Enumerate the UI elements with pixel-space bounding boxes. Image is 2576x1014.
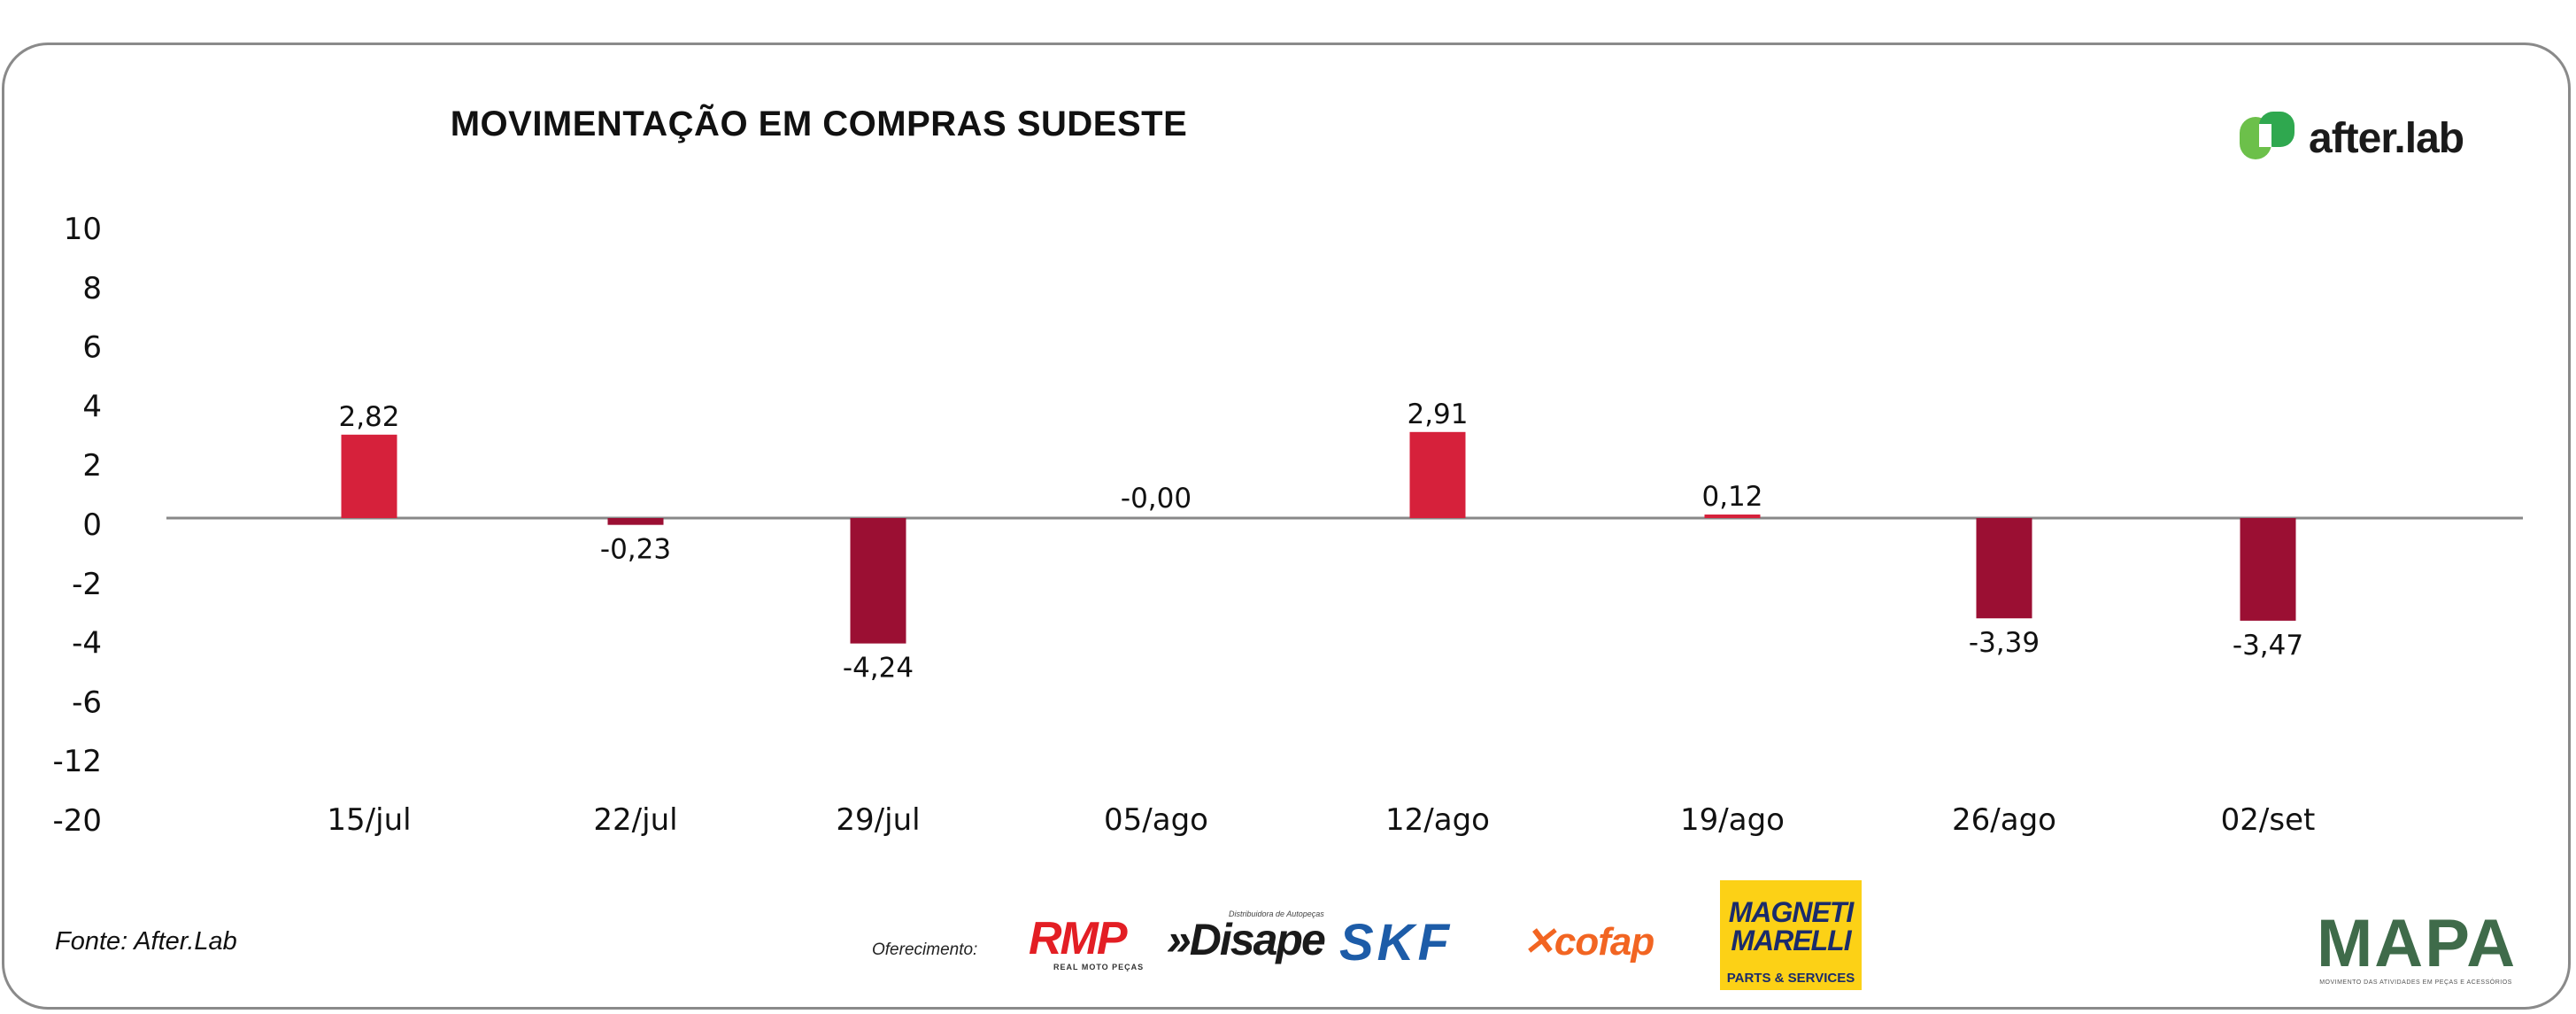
bar (607, 518, 664, 525)
y-tick-label: -20 (52, 803, 102, 839)
afterlab-logo: after.lab (2238, 112, 2464, 165)
rmp-logo-subtext: REAL MOTO PEÇAS (1053, 963, 1145, 971)
y-tick-label: 4 (82, 389, 102, 424)
skf-logo: SKF (1339, 914, 1453, 971)
y-tick-label: -12 (52, 744, 102, 779)
cofap-logo-text: cofap (1554, 920, 1654, 964)
sponsor-label: Oferecimento: (872, 940, 978, 959)
y-tick-label: 0 (82, 507, 102, 543)
y-tick-label: -6 (72, 685, 102, 720)
mapa-logo: MAPA MOVIMENTO DAS ATIVIDADES EM PEÇAS E… (2317, 906, 2518, 987)
rmp-logo: RMP REAL MOTO PEÇAS (1029, 916, 1144, 971)
bar (1704, 514, 1761, 518)
y-tick-label: 10 (64, 212, 102, 247)
cofap-logo: ✕cofap (1523, 920, 1654, 964)
x-tick-label: 29/jul (836, 802, 920, 838)
y-tick-label: 8 (82, 271, 102, 306)
disape-logo-text: »Disape (1167, 915, 1326, 964)
data-label: -4,24 (843, 653, 914, 685)
data-label: -0,23 (600, 534, 671, 566)
data-label: 0,12 (1701, 481, 1762, 513)
bar (341, 434, 397, 518)
disape-logo: »Disape Distribuidora de Autopeças (1167, 910, 1326, 964)
x-tick-label: 26/ago (1952, 802, 2056, 838)
mapa-logo-subtext: MOVIMENTO DAS ATIVIDADES EM PEÇAS E ACES… (2319, 979, 2512, 986)
source-note: Fonte: After.Lab (55, 927, 237, 956)
magneti-logo-line2: MARELLI (1731, 925, 1851, 956)
afterlab-logo-text: after.lab (2309, 114, 2464, 162)
mapa-logo-text: MAPA (2317, 906, 2518, 981)
y-tick-label: -4 (72, 626, 102, 662)
data-label: 2,82 (338, 401, 399, 433)
bar (1976, 518, 2032, 619)
x-tick-label: 19/ago (1680, 802, 1785, 838)
x-tick-label: 15/jul (327, 802, 411, 838)
magneti-marelli-logo: MAGNETI MARELLI PARTS & SERVICES (1720, 880, 1862, 990)
y-tick-label: -2 (72, 567, 102, 602)
magneti-logo-line1: MAGNETI (1728, 896, 1855, 928)
x-tick-label: 05/ago (1104, 802, 1208, 838)
data-label: -0,00 (1121, 483, 1192, 515)
rmp-logo-text: RMP (1029, 913, 1128, 964)
magneti-logo-line3: PARTS & SERVICES (1726, 971, 1855, 986)
afterlab-logo-icon (2240, 112, 2294, 159)
chart-card (2, 43, 2571, 1010)
y-tick-label: 2 (82, 448, 102, 484)
bar (850, 518, 906, 644)
bar (1409, 431, 1466, 518)
y-tick-label: 6 (82, 330, 102, 366)
data-label: 2,91 (1407, 399, 1468, 430)
x-tick-label: 02/set (2221, 802, 2316, 838)
chart-title: MOVIMENTAÇÃO EM COMPRAS SUDESTE (450, 104, 1188, 143)
data-label: -3,39 (1969, 627, 2040, 659)
bar (2240, 518, 2296, 621)
data-label: -3,47 (2233, 630, 2303, 662)
disape-logo-subtext: Distribuidora de Autopeças (1229, 910, 1324, 918)
x-tick-label: 12/ago (1385, 802, 1490, 838)
x-tick-label: 22/jul (593, 802, 677, 838)
